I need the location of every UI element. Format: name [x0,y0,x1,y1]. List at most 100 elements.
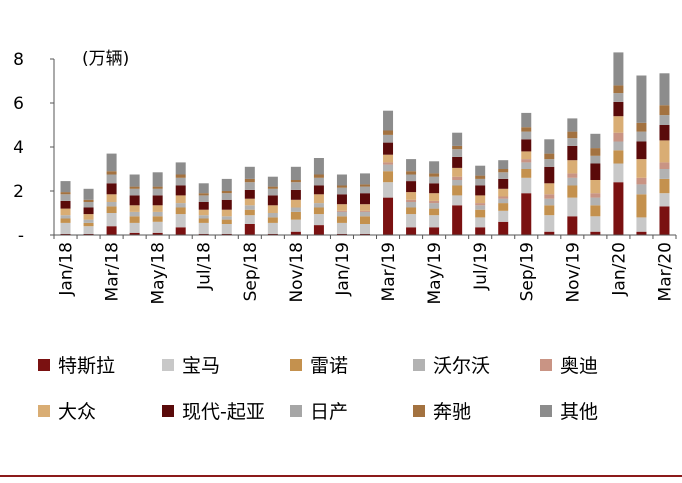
bar-segment [106,194,117,202]
x-tick-label: Jan/18 [57,242,77,297]
bar-segment [336,174,347,186]
bar-segment [498,160,509,169]
bar-segment [590,148,601,156]
bar-segment [406,192,417,200]
bar-segment [406,171,417,175]
bar-segment [452,167,463,177]
bar-segment [152,205,163,212]
bar-segment [152,216,163,222]
bar-segment [290,166,301,180]
bar-segment [198,222,209,234]
x-tick-label: Jul/19 [471,242,491,291]
bar-segment [267,233,278,235]
bar-segment [336,211,347,217]
x-tick-label: Mar/18 [103,242,123,301]
bar-segment [613,182,624,235]
x-tick-label: Jul/18 [195,242,215,291]
bar-segment [129,216,140,223]
bar-segment [636,231,647,235]
bar-segment [336,204,347,211]
y-tick-label: - [18,226,24,246]
bar-segment [659,162,670,169]
bar-segment [267,186,278,189]
bar-segment [106,213,117,227]
bar-segment [198,193,209,196]
bar-segment [313,158,324,175]
bar-segment [267,195,278,206]
bar-segment [313,177,324,186]
bar-segment [175,185,186,196]
bar-segment [636,122,647,132]
bar-segment [498,210,509,222]
bar-segment [83,233,94,235]
bar-segment [336,187,347,195]
legend-swatch [290,359,302,371]
legend-label: 现代-起亚 [182,401,265,423]
bar-segment [590,197,601,206]
bar-segment [360,210,370,212]
bar-segment [544,166,555,184]
bar-segment [383,134,394,143]
bar-segment [406,227,417,235]
bar-segment [244,189,255,199]
bar-segment [360,211,370,217]
bar-segment [659,125,670,141]
bar-segment [406,199,417,202]
bar-segment [152,211,163,217]
bar-segment [613,101,624,117]
bar-segment [244,215,255,224]
bar-segment [152,221,163,233]
bar-segment [106,153,117,172]
bar-segment [475,227,486,235]
legend-swatch [540,359,552,371]
bar-segment [659,140,670,163]
bar-segment [290,180,301,183]
y-tick-label: 4 [13,138,24,158]
bar-segment [475,175,486,179]
bar-segment [521,112,532,128]
bar-segment [544,139,555,154]
bar-segment [521,177,532,194]
bar-segment [406,181,417,193]
unit-label: (万辆) [82,49,129,69]
bar-segment [521,131,532,140]
bar-segment [152,172,163,187]
legend-swatch [38,405,50,417]
bar-segment [175,214,186,228]
bar-segment [244,198,255,206]
bar-segment [175,174,186,178]
bar-segment [221,209,232,217]
x-tick-label: May/18 [149,242,169,305]
bar-segment [544,205,555,216]
legend-swatch [413,359,425,371]
bar-segment [336,216,347,223]
bar-segment [613,132,624,142]
bar-segment [406,174,417,182]
bar-segment [544,215,555,232]
bar-segment [429,176,440,184]
bar-segment [567,197,578,217]
bar-segment [383,162,394,165]
bar-segment [406,207,417,215]
legend-swatch [162,405,174,417]
bar-segment [659,178,670,194]
bar-segment [83,222,94,227]
bar-segment [452,176,463,180]
x-tick-label: Jan/19 [333,242,353,297]
bar-segment [475,203,486,206]
bar-segment [198,195,209,202]
legend-swatch [162,359,174,371]
bar-segment [521,127,532,132]
bar-segment [60,194,71,201]
legend-swatch [540,405,552,417]
bar-segment [129,186,140,189]
bar-segment [175,162,186,175]
bar-segment [567,118,578,132]
x-tick-label: Sep/18 [241,242,261,301]
bar-segment [498,178,509,189]
bar-segment [267,213,278,218]
bar-segment [175,177,186,186]
bar-segment [429,200,440,204]
bar-segment [336,233,347,235]
bar-segment [613,116,624,133]
